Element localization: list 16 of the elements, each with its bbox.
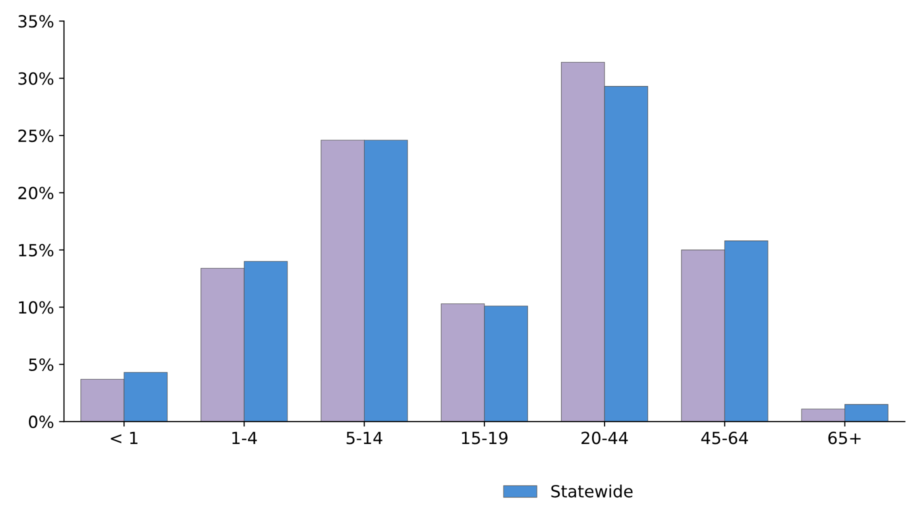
x-tick-label: < 1 bbox=[110, 432, 138, 444]
x-tick-label: 15-19 bbox=[462, 432, 508, 444]
x-tick-label: 5-14 bbox=[346, 432, 382, 444]
y-tick-label: 25% bbox=[18, 129, 54, 142]
y-tick-label: 10% bbox=[19, 301, 54, 314]
x-tick-label: 45-64 bbox=[701, 432, 748, 444]
y-tick-label: 0% bbox=[28, 416, 54, 428]
y-tick-label: 20% bbox=[18, 186, 54, 200]
y-tick-label: 35% bbox=[18, 15, 54, 28]
x-tick-label: 20-44 bbox=[582, 432, 628, 444]
x-tick-label: 1-4 bbox=[232, 432, 257, 444]
y-tick-label: 5% bbox=[29, 358, 54, 371]
x-tick-label: 65+ bbox=[828, 432, 861, 444]
y-tick-label: 30% bbox=[18, 72, 54, 85]
legend-label: Statewide bbox=[551, 484, 633, 498]
y-tick-label: 15% bbox=[19, 244, 54, 257]
